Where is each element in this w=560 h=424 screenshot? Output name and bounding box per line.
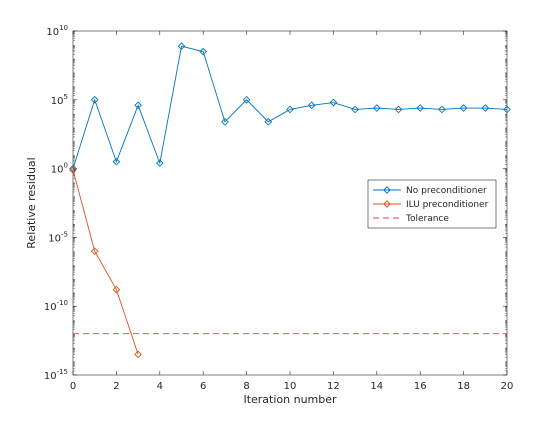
series-group xyxy=(69,42,511,359)
data-point-no-preconditioner xyxy=(134,101,142,110)
data-point-no-preconditioner xyxy=(394,105,403,114)
y-tick-label: 10-5 xyxy=(48,230,68,244)
data-point-no-preconditioner xyxy=(90,95,99,104)
legend-label-tolerance: Tolerance xyxy=(405,214,449,224)
data-point-ilu-preconditioner xyxy=(112,285,121,294)
x-axis-label: Iteration number xyxy=(243,393,337,406)
x-tick-label: 0 xyxy=(70,381,76,392)
series-line-no-preconditioner xyxy=(72,45,508,169)
x-tick-label: 20 xyxy=(501,381,514,392)
data-point-no-preconditioner xyxy=(264,117,273,126)
data-point-no-preconditioner xyxy=(438,105,446,114)
data-point-no-preconditioner xyxy=(459,104,468,112)
y-tick-label: 10-15 xyxy=(44,368,68,382)
data-point-no-preconditioner xyxy=(112,157,121,166)
legend-marker-ilu-preconditioner xyxy=(383,200,391,208)
y-tick-label: 105 xyxy=(51,93,68,107)
y-tick-label: 1010 xyxy=(46,24,68,38)
x-tick-label: 10 xyxy=(284,381,297,392)
data-point-ilu-preconditioner xyxy=(69,166,77,174)
y-axis-label: Relative residual xyxy=(25,157,38,248)
legend-label-no-preconditioner: No preconditioner xyxy=(406,186,487,196)
data-point-ilu-preconditioner xyxy=(134,350,142,359)
data-point-no-preconditioner xyxy=(177,42,186,50)
series-line-ilu-preconditioner xyxy=(72,169,139,355)
data-point-no-preconditioner xyxy=(416,104,425,112)
x-tick-label: 8 xyxy=(243,381,249,392)
y-tick-label: 100 xyxy=(51,162,68,176)
x-tick-label: 4 xyxy=(157,381,163,392)
x-tick-label: 6 xyxy=(200,381,206,392)
data-point-no-preconditioner xyxy=(503,105,511,114)
data-point-no-preconditioner xyxy=(69,164,77,173)
data-point-ilu-preconditioner xyxy=(90,247,99,255)
x-tick-label: 18 xyxy=(457,381,470,392)
x-tick-label: 2 xyxy=(113,381,119,392)
data-point-no-preconditioner xyxy=(307,101,316,110)
data-point-no-preconditioner xyxy=(221,117,229,126)
data-point-no-preconditioner xyxy=(372,104,381,112)
legend: No preconditioner ILU preconditioner Toler… xyxy=(367,179,497,229)
legend-label-ilu-preconditioner: ILU preconditioner xyxy=(406,200,489,210)
x-tick-label: 16 xyxy=(414,381,427,392)
data-point-no-preconditioner xyxy=(155,159,164,167)
x-tick-label: 14 xyxy=(370,381,383,392)
legend-marker-no-preconditioner xyxy=(383,186,391,194)
y-tick-label: 10-10 xyxy=(44,299,68,313)
data-point-no-preconditioner xyxy=(199,47,208,56)
x-tick-label: 12 xyxy=(327,381,340,392)
data-point-no-preconditioner xyxy=(351,105,359,114)
data-point-no-preconditioner xyxy=(481,104,490,112)
data-point-no-preconditioner xyxy=(329,98,338,107)
data-point-no-preconditioner xyxy=(286,105,294,114)
series-no-preconditioner xyxy=(69,42,511,173)
series-ilu-preconditioner xyxy=(69,166,142,359)
data-point-no-preconditioner xyxy=(242,95,251,104)
